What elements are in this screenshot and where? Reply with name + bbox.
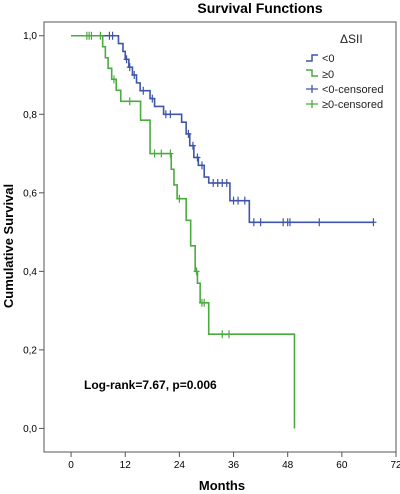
legend-title: ΔSII	[340, 32, 363, 46]
censor-mark-lt0	[316, 218, 323, 227]
censor-mark-ge0	[151, 149, 158, 158]
censor-mark-lt0	[167, 110, 174, 119]
y-tick-label: 0,2	[23, 345, 37, 356]
censor-mark-lt0	[250, 218, 257, 227]
censor-mark-lt0	[185, 129, 192, 138]
censor-mark-lt0	[149, 94, 156, 103]
censor-mark-lt0	[223, 179, 230, 188]
x-axis-label: Months	[199, 478, 245, 493]
y-tick-label: 0,8	[23, 110, 37, 121]
logrank-annotation: Log-rank=7.67, p=0.006	[84, 378, 217, 392]
censor-mark-lt0	[286, 218, 293, 227]
censor-mark-ge0	[110, 75, 117, 84]
censor-mark-lt0	[123, 55, 130, 64]
censor-mark-lt0	[370, 218, 377, 227]
censor-mark-lt0	[235, 196, 242, 205]
censor-mark-ge0	[126, 97, 133, 106]
legend-swatch-lt0	[306, 54, 318, 62]
censor-mark-lt0	[126, 63, 133, 72]
x-tick-label: 12	[120, 460, 132, 471]
y-axis: 0,0 0,2 0,4 0,6 0,8 1,0	[23, 31, 44, 435]
censor-mark-lt0	[140, 86, 147, 95]
y-axis-label: Cumulative Survival	[1, 184, 16, 308]
censor-mark-ge0	[158, 149, 165, 158]
censor-mark-ge0	[97, 31, 104, 40]
censor-mark-lt0	[257, 218, 264, 227]
y-tick-label: 0,4	[23, 267, 37, 278]
censor-mark-lt0	[189, 141, 196, 150]
y-tick-label: 0,6	[23, 188, 37, 199]
censor-mark-lt0	[194, 153, 201, 162]
legend-swatch-lt0-censored	[306, 85, 318, 93]
legend-swatch-ge0-censored	[306, 100, 318, 108]
x-tick-label: 48	[282, 460, 294, 471]
plot-frame	[43, 21, 397, 453]
censor-mark-lt0	[241, 196, 248, 205]
legend-label-lt0: <0	[322, 53, 335, 65]
y-tick-label: 0,0	[23, 424, 37, 435]
censor-mark-lt0	[198, 161, 205, 170]
legend-label-ge0-censored: ≥0-censored	[322, 99, 383, 111]
censor-mark-ge0	[88, 31, 95, 40]
x-tick-label: 0	[68, 460, 74, 471]
censor-mark-ge0	[167, 149, 174, 158]
censor-mark-lt0	[109, 31, 116, 40]
legend-label-lt0-censored: <0-censored	[322, 84, 383, 96]
censor-mark-ge0	[176, 194, 183, 203]
legend: ΔSII <0 ≥0 <0-censored ≥0-censored	[306, 32, 383, 111]
censor-mark-lt0	[131, 71, 138, 80]
series-layer	[71, 31, 377, 429]
censor-mark-ge0	[226, 330, 233, 339]
y-tick-label: 1,0	[23, 31, 37, 42]
survival-curve-ge0	[71, 34, 296, 429]
x-tick-label: 36	[228, 460, 240, 471]
x-tick-label: 60	[336, 460, 348, 471]
legend-label-ge0: ≥0	[322, 69, 334, 81]
censor-mark-ge0	[193, 267, 200, 276]
x-axis: 0 12 24 36 48 60 72	[68, 452, 400, 471]
x-tick-label: 24	[174, 460, 186, 471]
censor-mark-ge0	[219, 330, 226, 339]
legend-swatch-ge0	[306, 69, 318, 77]
chart-title: Survival Functions	[197, 0, 322, 16]
x-tick-label: 72	[390, 460, 400, 471]
censor-mark-ge0	[201, 298, 208, 307]
